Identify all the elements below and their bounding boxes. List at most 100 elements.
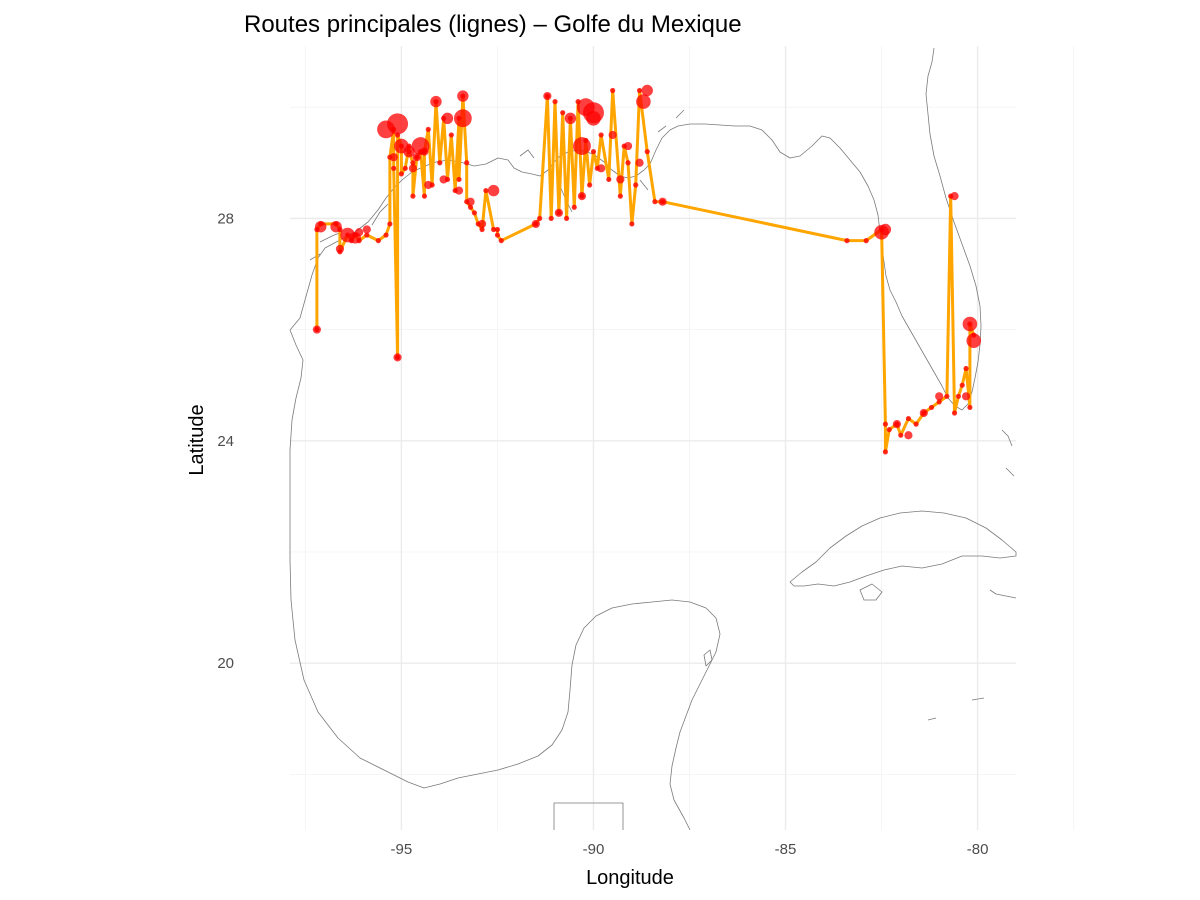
route-point <box>387 221 393 227</box>
port-point <box>312 325 321 334</box>
route-point <box>471 210 477 216</box>
port-point <box>597 164 606 173</box>
route-point <box>563 215 570 221</box>
port-point <box>412 153 421 162</box>
port-point <box>424 180 433 190</box>
route-point <box>490 226 497 233</box>
route-point <box>410 160 416 166</box>
route-point <box>571 204 577 210</box>
route-point <box>936 399 942 405</box>
isla-juventud-coastline <box>859 583 883 601</box>
port-point <box>403 145 415 158</box>
major-port-point <box>573 137 591 155</box>
route-point <box>548 215 554 221</box>
port-point <box>543 91 552 101</box>
route-point <box>364 232 370 238</box>
route-point <box>644 149 650 155</box>
port-point <box>966 333 982 348</box>
route-point <box>610 87 616 94</box>
port-point <box>335 244 345 254</box>
mexico-coastline <box>289 329 721 831</box>
port-point <box>408 164 418 173</box>
route-point <box>633 182 639 188</box>
route-point <box>617 193 623 199</box>
port-point <box>441 112 454 124</box>
route-point <box>391 165 397 171</box>
port-point <box>919 408 928 418</box>
route-point <box>494 232 501 238</box>
axis-ticks: -95 -90 -85 -80 20 24 28 <box>217 210 988 858</box>
port-point <box>362 225 371 234</box>
y-tick-label: 20 <box>217 655 234 672</box>
route-point <box>537 215 543 221</box>
port-point <box>608 130 617 140</box>
route-point <box>629 221 635 227</box>
port-point <box>935 392 944 401</box>
major-port-point <box>411 137 430 155</box>
major-port-point <box>636 94 651 109</box>
x-tick-label: -95 <box>391 841 413 858</box>
port-point <box>531 219 540 229</box>
route-point <box>494 226 501 233</box>
route-point <box>383 232 389 238</box>
port-point <box>616 175 625 184</box>
route-point <box>606 176 612 183</box>
route-point <box>467 204 474 210</box>
major-port-point <box>453 109 472 128</box>
route-point <box>844 238 850 244</box>
port-point <box>635 158 644 167</box>
route-line <box>315 89 976 454</box>
route-point <box>955 393 961 399</box>
route-point <box>951 410 958 416</box>
port-point <box>457 90 469 102</box>
route-point <box>410 193 416 199</box>
route-point <box>560 110 566 116</box>
route-point <box>590 149 597 155</box>
port-point <box>477 219 487 229</box>
route-point <box>963 365 969 372</box>
route-point <box>882 421 888 427</box>
port-point <box>623 141 633 151</box>
chart-title: Routes principales (lignes) – Golfe du M… <box>244 11 742 38</box>
hispaniola-coastline <box>989 589 1017 599</box>
route-point <box>437 160 443 166</box>
port-point <box>330 221 342 233</box>
port-point <box>554 208 563 217</box>
port-point <box>430 95 442 108</box>
route-point <box>448 132 454 138</box>
x-tick-label: -90 <box>583 841 605 858</box>
route-point <box>498 238 504 244</box>
route-point <box>886 427 892 433</box>
route-point <box>905 415 912 422</box>
cuba-coastline <box>789 510 1017 587</box>
port-point <box>487 184 500 197</box>
x-axis-title: Longitude <box>586 867 674 889</box>
route-point <box>898 432 904 438</box>
route-point <box>421 193 428 199</box>
route-point <box>928 404 935 411</box>
belize-border <box>553 802 624 830</box>
port-point <box>389 153 398 162</box>
x-tick-label: -80 <box>967 841 989 858</box>
port-point <box>904 431 913 440</box>
port-point <box>439 175 448 184</box>
port-point <box>466 197 475 206</box>
route-point <box>456 176 462 183</box>
route-point <box>913 421 919 427</box>
port-point <box>879 223 892 236</box>
y-tick-label: 28 <box>217 210 234 227</box>
route-lines <box>315 89 976 454</box>
route-point <box>636 87 643 94</box>
y-axis-title: Latitude <box>186 404 208 475</box>
route-point <box>479 226 485 233</box>
route-point <box>863 238 869 244</box>
port-point <box>641 84 653 97</box>
route-point <box>944 393 950 399</box>
port-point <box>454 186 464 195</box>
route-point <box>425 126 431 133</box>
port-point <box>658 197 667 206</box>
route-point <box>625 160 631 166</box>
port-point <box>355 228 364 237</box>
route-point <box>552 99 558 105</box>
